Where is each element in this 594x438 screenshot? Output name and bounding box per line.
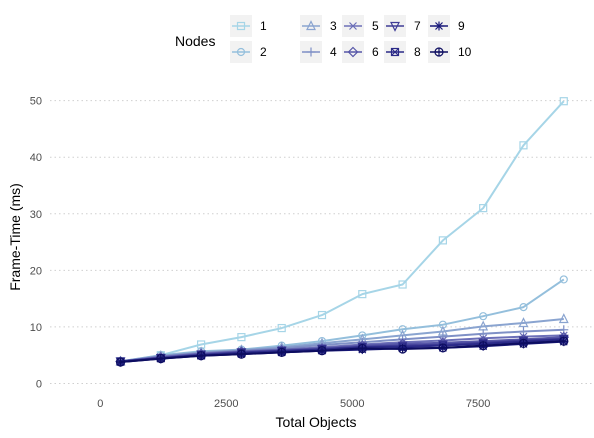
y-tick-label: 10 xyxy=(30,322,42,334)
data-point xyxy=(559,97,568,106)
legend-label: 9 xyxy=(458,19,465,33)
data-point xyxy=(518,338,529,348)
data-point xyxy=(196,351,206,361)
series-layer xyxy=(115,97,570,368)
data-point xyxy=(349,22,357,30)
legend-item-2: 2 xyxy=(230,41,267,63)
data-point xyxy=(434,21,444,31)
data-point xyxy=(397,344,408,354)
legend-label: 2 xyxy=(260,45,267,59)
y-tick-label: 50 xyxy=(30,96,42,108)
legend-label: 10 xyxy=(458,45,472,59)
x-tick-label: 2500 xyxy=(214,398,238,410)
series-line xyxy=(120,340,564,363)
legend-label: 6 xyxy=(372,45,379,59)
data-point xyxy=(115,357,126,367)
data-point xyxy=(156,354,166,364)
legend-item-5: 5 xyxy=(342,15,379,37)
y-tick-label: 0 xyxy=(36,379,42,391)
legend-label: 8 xyxy=(414,45,421,59)
data-point xyxy=(358,290,367,299)
x-axis-title: Total Objects xyxy=(276,414,357,430)
data-point xyxy=(390,21,400,32)
legend-label: 7 xyxy=(414,19,421,33)
data-point xyxy=(438,343,448,353)
legend-item-8: 8 xyxy=(384,41,421,63)
legend-item-10: 10 xyxy=(428,41,472,63)
data-point xyxy=(237,333,246,342)
data-point xyxy=(479,204,488,213)
legend-label: 3 xyxy=(330,19,337,33)
gridlines xyxy=(50,100,594,385)
series-2 xyxy=(116,275,568,366)
data-point xyxy=(434,47,444,57)
series-line xyxy=(120,278,565,363)
data-point xyxy=(559,336,569,346)
data-point xyxy=(479,312,488,321)
data-point xyxy=(236,21,246,31)
data-point xyxy=(317,310,327,320)
legend-item-3: 3 xyxy=(300,15,337,37)
legend-label: 1 xyxy=(260,19,267,33)
data-point xyxy=(306,20,316,31)
y-tick-label: 40 xyxy=(30,152,42,164)
data-point xyxy=(306,47,316,57)
legend-item-1: 1 xyxy=(230,15,267,37)
x-tick-label: 0 xyxy=(97,398,103,410)
data-point xyxy=(317,346,327,356)
data-point xyxy=(236,349,247,359)
data-point xyxy=(357,343,367,354)
data-point xyxy=(277,347,287,357)
data-point xyxy=(478,341,488,351)
y-tick-label: 30 xyxy=(30,209,42,221)
x-tick-label: 5000 xyxy=(340,398,364,410)
axes: 0 10 20 30 40 50 0 2500 5000 7500 xyxy=(30,96,491,410)
y-axis-title: Frame-Time (ms) xyxy=(7,183,23,291)
data-point xyxy=(390,47,400,57)
y-tick-label: 20 xyxy=(30,265,42,277)
data-point xyxy=(398,325,407,334)
legend-title: Nodes xyxy=(175,33,215,49)
data-point xyxy=(398,280,407,289)
series-10 xyxy=(115,336,569,367)
data-point xyxy=(518,317,529,328)
data-point xyxy=(519,303,528,312)
data-point xyxy=(347,46,359,58)
data-point xyxy=(277,323,286,333)
legend-item-6: 6 xyxy=(342,41,379,63)
x-tick-label: 7500 xyxy=(466,398,490,410)
legend: Nodes 1 2 3 4 5 6 7 8 9 10 xyxy=(175,15,472,63)
legend-label: 5 xyxy=(372,19,379,33)
data-point xyxy=(438,236,447,245)
series-line xyxy=(120,100,565,363)
legend-item-9: 9 xyxy=(428,15,465,37)
legend-item-4: 4 xyxy=(300,41,337,63)
legend-label: 4 xyxy=(330,45,337,59)
data-point xyxy=(519,141,528,150)
data-point xyxy=(559,275,568,284)
data-point xyxy=(558,313,569,324)
data-point xyxy=(236,47,246,57)
legend-item-7: 7 xyxy=(384,15,421,37)
